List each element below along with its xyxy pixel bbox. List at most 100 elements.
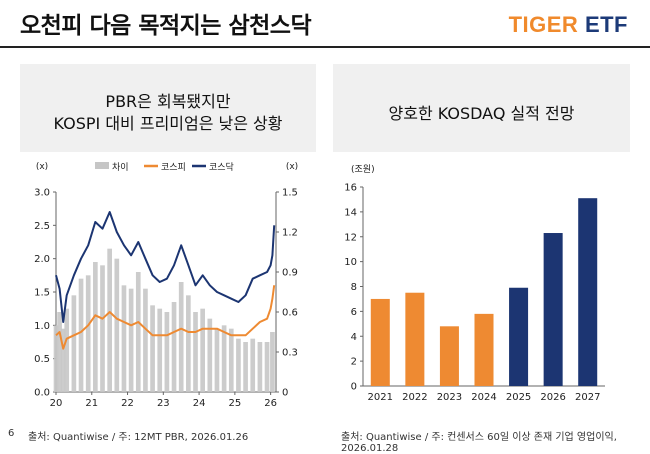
gap-bar (85, 275, 91, 392)
gap-bar (114, 258, 120, 392)
gap-bar (71, 295, 77, 392)
y-tick-label: 2 (351, 357, 357, 368)
gap-bar (150, 305, 155, 392)
bar-2021 (370, 298, 390, 386)
y-right-tick-label: 0.6 (282, 308, 298, 319)
y-tick-label: 16 (344, 183, 357, 194)
page-number: 6 (8, 428, 15, 439)
x-tick-label: 25 (228, 398, 241, 406)
y-right-tick-label: 1.2 (282, 228, 298, 239)
gap-bar (214, 328, 220, 392)
kospi-line (55, 285, 276, 350)
gap-bar (135, 272, 141, 392)
y-right-tick-label: 0 (282, 388, 288, 399)
left-source-note: 출처: Quantiwise / 주: 12MT PBR, 2026.01.26 (28, 432, 249, 443)
gap-bar (93, 262, 98, 392)
x-tick-label: 2021 (368, 392, 393, 403)
x-tick-label: 2027 (575, 392, 600, 403)
pbr-chart-svg: (x) (x) 차이 코스피 코스닥 0.0 0.5 1.0 1.5 2.0 2.5 3.0 0 0.3 0… (34, 161, 298, 409)
gap-bar (270, 332, 275, 392)
page-title: 오천피 다음 목적지는 삼천스닥 (20, 13, 312, 39)
legend-swatch-gap (95, 162, 109, 169)
bar-2025 (509, 287, 529, 386)
y-tick-label: 8 (351, 282, 357, 293)
y-tick-label: 6 (351, 307, 357, 318)
gap-bar (164, 312, 170, 392)
y-left-tick-label: 1.5 (34, 288, 50, 299)
x-tick-label: 2022 (402, 392, 427, 403)
x-tick-label: 2026 (540, 392, 565, 403)
bar-2027 (578, 198, 598, 386)
gap-bar (221, 325, 227, 392)
y-tick-label: 0 (351, 382, 357, 393)
kosdaq-earnings-chart-svg: (조원) 0 2 4 6 8 10 12 14 16 2021 2022 2023 2024 2025 202… (344, 164, 605, 403)
gap-bar (64, 308, 70, 392)
gap-bar (236, 338, 241, 392)
left-panel-title-line2: KOSPI 대비 프리미엄은 낮은 상황 (53, 114, 283, 133)
logo-tiger: TIGER (508, 12, 579, 37)
legend-label: 코스피 (161, 162, 186, 173)
y-right-tick-label: 0.9 (282, 268, 298, 279)
gap-bar (157, 308, 163, 392)
x-tick-label: 2025 (506, 392, 531, 403)
legend-label: 차이 (112, 161, 129, 173)
gap-bar (121, 285, 127, 392)
right-axis-unit: (x) (286, 162, 298, 172)
kosdaq-earnings-chart: (조원) 0 2 4 6 8 10 12 14 16 2021 2022 2023 2024 2025 202… (333, 152, 630, 406)
gap-bar (53, 325, 59, 392)
x-tick-label: 21 (85, 398, 98, 406)
bar-2026 (543, 233, 563, 386)
bar-2022 (405, 292, 425, 386)
gap-bar (243, 342, 248, 392)
gap-bar (193, 312, 198, 392)
header-divider (0, 46, 650, 48)
gap-bar (178, 282, 184, 392)
tiger-etf-logo: TIGER ETF (509, 12, 628, 38)
y-left-tick-label: 2.0 (34, 254, 50, 265)
kosdaq-line (55, 211, 276, 323)
bar-2024 (474, 313, 494, 386)
logo-etf: ETF (584, 12, 628, 37)
y-right-tick-label: 1.5 (282, 188, 298, 199)
gap-bar (107, 248, 112, 392)
y-left-tick-label: 2.5 (34, 221, 50, 232)
right-source-note: 출처: Quantiwise / 주: 컨센서스 60일 이상 존재 기업 영업… (341, 432, 617, 454)
x-tick-label: 23 (157, 398, 170, 406)
gap-bar (264, 342, 270, 392)
right-panel-title: 양호한 KOSDAQ 실적 전망 (388, 104, 575, 123)
y-tick-label: 14 (344, 207, 357, 218)
y-tick-label: 10 (344, 257, 357, 268)
x-tick-label: 22 (121, 398, 134, 406)
x-tick-label: 20 (50, 398, 63, 406)
gap-bar (257, 342, 263, 392)
bar-2023 (439, 326, 459, 386)
y-tick-label: 4 (351, 332, 357, 343)
y-axis-unit: (조원) (351, 164, 375, 175)
gap-bar (171, 302, 177, 392)
gap-bar (57, 312, 62, 392)
x-tick-label: 24 (193, 398, 206, 406)
x-tick-label: 26 (264, 398, 277, 406)
legend-label: 코스닥 (209, 162, 234, 173)
gap-bar (143, 288, 148, 392)
gap-bar (60, 328, 66, 392)
gap-bar (128, 288, 134, 392)
gap-bar (100, 265, 105, 392)
y-left-tick-label: 0.0 (34, 388, 50, 399)
y-tick-label: 12 (344, 232, 357, 243)
gap-bar (207, 318, 213, 392)
pbr-chart: (x) (x) 차이 코스피 코스닥 0.0 0.5 1.0 1.5 2.0 2.5 3.0 0 0.3 0… (20, 152, 316, 409)
y-left-tick-label: 3.0 (34, 188, 50, 199)
gap-bar (200, 308, 205, 392)
left-panel-title-line1: PBR은 회복됐지만 (105, 92, 231, 111)
left-axis-unit: (x) (36, 162, 48, 172)
gap-bar (78, 278, 84, 392)
gap-bar (228, 328, 234, 392)
x-tick-label: 2024 (471, 392, 496, 403)
x-tick-label: 2023 (437, 392, 462, 403)
y-left-tick-label: 1.0 (34, 321, 50, 332)
gap-bar (186, 295, 191, 392)
y-right-tick-label: 0.3 (282, 348, 298, 359)
y-left-tick-label: 0.5 (34, 354, 50, 365)
gap-bar (250, 338, 256, 392)
